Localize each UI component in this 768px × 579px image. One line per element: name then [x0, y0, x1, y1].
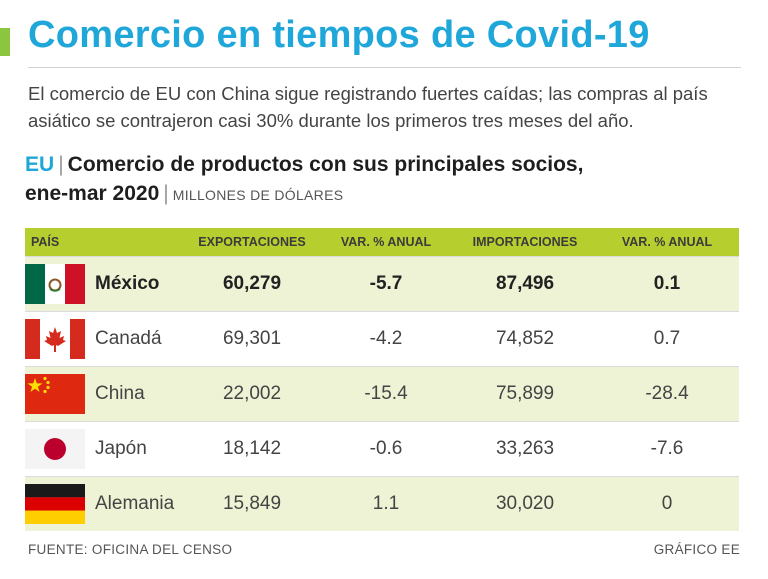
- page-title: Comercio en tiempos de Covid-19: [28, 14, 650, 56]
- country-cell: Japón: [25, 421, 187, 477]
- country-cell: Alemania: [25, 476, 187, 531]
- column-header-exports-var: VAR. % ANUAL: [317, 228, 455, 257]
- region-label: EU: [25, 153, 55, 176]
- table-row-mexico: México 60,279 -5.7 87,496 0.1: [25, 256, 739, 312]
- exports-var-value: -5.7: [317, 256, 455, 312]
- table-header-row: PAÍS EXPORTACIONES VAR. % ANUAL IMPORTAC…: [25, 228, 739, 257]
- country-name: Alemania: [95, 493, 175, 514]
- trade-table: PAÍS EXPORTACIONES VAR. % ANUAL IMPORTAC…: [25, 228, 739, 531]
- country-name: Japón: [95, 438, 147, 459]
- imports-var-value: 0.7: [595, 311, 739, 367]
- germany-flag-icon: [25, 484, 85, 524]
- column-header-exports: EXPORTACIONES: [187, 228, 317, 257]
- column-header-imports-var: VAR. % ANUAL: [595, 228, 739, 257]
- exports-var-value: -4.2: [317, 311, 455, 367]
- table-row-germany: Alemania 15,849 1.1 30,020 0: [25, 476, 739, 531]
- chart-title-line1: Comercio de productos con sus principale…: [67, 153, 584, 176]
- title-divider: [28, 67, 741, 68]
- imports-value: 30,020: [455, 476, 595, 531]
- column-header-imports: IMPORTACIONES: [455, 228, 595, 257]
- japan-flag-icon: [25, 429, 85, 469]
- exports-value: 18,142: [187, 421, 317, 477]
- country-cell: México: [25, 256, 187, 312]
- title-accent-bar: [0, 28, 10, 56]
- imports-var-value: 0.1: [595, 256, 739, 312]
- country-name: China: [95, 383, 145, 404]
- exports-value: 15,849: [187, 476, 317, 531]
- country-cell: China: [25, 366, 187, 422]
- country-name: Canadá: [95, 328, 162, 349]
- imports-value: 33,263: [455, 421, 595, 477]
- imports-var-value: -7.6: [595, 421, 739, 477]
- mexico-flag-icon: [25, 264, 85, 304]
- exports-value: 69,301: [187, 311, 317, 367]
- table-row-canada: Canadá 69,301 -4.2 74,852 0.7: [25, 311, 739, 367]
- heading-separator: |: [58, 153, 64, 176]
- exports-var-value: 1.1: [317, 476, 455, 531]
- graphic-credit: GRÁFICO EE: [653, 542, 740, 557]
- units-label: MILLONES DE DÓLARES: [172, 187, 344, 203]
- canada-flag-icon: [25, 319, 85, 359]
- country-name: México: [95, 273, 160, 294]
- chart-title-line2: ene-mar 2020: [25, 182, 160, 205]
- china-flag-icon: [25, 374, 85, 414]
- imports-var-value: 0: [595, 476, 739, 531]
- exports-value: 60,279: [187, 256, 317, 312]
- imports-var-value: -28.4: [595, 366, 739, 422]
- imports-value: 87,496: [455, 256, 595, 312]
- units-separator: |: [163, 182, 169, 205]
- exports-var-value: -0.6: [317, 421, 455, 477]
- table-row-china: China 22,002 -15.4 75,899 -28.4: [25, 366, 739, 422]
- imports-value: 74,852: [455, 311, 595, 367]
- page-subtitle: El comercio de EU con China sigue regist…: [28, 83, 708, 131]
- source-note: FUENTE: OFICINA DEL CENSO: [28, 542, 233, 557]
- imports-value: 75,899: [455, 366, 595, 422]
- chart-heading: EU | Comercio de productos con sus princip…: [25, 150, 755, 210]
- country-cell: Canadá: [25, 311, 187, 367]
- exports-value: 22,002: [187, 366, 317, 422]
- table-row-japan: Japón 18,142 -0.6 33,263 -7.6: [25, 421, 739, 477]
- exports-var-value: -15.4: [317, 366, 455, 422]
- column-header-country: PAÍS: [25, 228, 187, 257]
